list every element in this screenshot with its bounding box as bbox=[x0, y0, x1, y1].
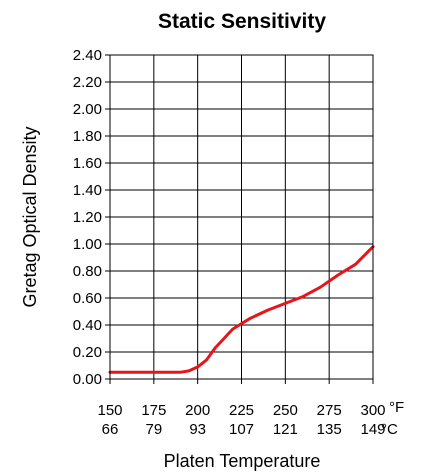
y-tick-label: 1.60 bbox=[73, 155, 102, 172]
x-tick-label-c: 149 bbox=[360, 421, 385, 438]
x-tick-label-f: 300 bbox=[360, 402, 385, 419]
y-tick-label: 0.00 bbox=[73, 371, 102, 388]
y-tick-labels: 0.00 0.20 0.40 0.60 0.80 1.00 1.20 1.40 1.60 1.80… bbox=[73, 47, 102, 388]
x-unit-f: °F bbox=[389, 399, 404, 416]
x-tick-label-c: 66 bbox=[102, 421, 119, 438]
x-tick-label-c: 121 bbox=[273, 421, 298, 438]
x-tick-label-c: 93 bbox=[189, 421, 206, 438]
chart-title: Static Sensitivity bbox=[158, 10, 326, 33]
series-layer bbox=[108, 245, 375, 374]
x-tick-label-f: 175 bbox=[141, 402, 166, 419]
y-tick-label: 1.00 bbox=[73, 236, 102, 253]
x-tick-label-f: 150 bbox=[97, 402, 122, 419]
y-tick-label: 2.40 bbox=[73, 47, 102, 64]
y-tick-label: 0.20 bbox=[73, 344, 102, 361]
y-tick-label: 2.20 bbox=[73, 74, 102, 91]
x-tick-label-c: 107 bbox=[229, 421, 254, 438]
y-tick-label: 2.00 bbox=[73, 101, 102, 118]
x-tick-label-c: 135 bbox=[317, 421, 342, 438]
y-axis-label: Gretag Optical Density bbox=[20, 126, 40, 307]
y-tick-label: 1.80 bbox=[73, 128, 102, 145]
x-tick-label-f: 200 bbox=[185, 402, 210, 419]
y-tick-label: 1.40 bbox=[73, 182, 102, 199]
x-tick-label-f: 225 bbox=[229, 402, 254, 419]
x-tick-label-f: 275 bbox=[317, 402, 342, 419]
y-tick-label: 0.40 bbox=[73, 317, 102, 334]
x-tick-labels: 150 66 175 79 200 93 225 107 250 121 275 135 300 149°… bbox=[97, 399, 404, 438]
x-tick-label-f: 250 bbox=[273, 402, 298, 419]
y-tick-label: 0.60 bbox=[73, 290, 102, 307]
series-line bbox=[108, 245, 375, 374]
plot-area bbox=[109, 54, 374, 380]
y-tick-label: 0.80 bbox=[73, 263, 102, 280]
x-axis-label: Platen Temperature bbox=[164, 451, 321, 471]
y-tick-label: 1.20 bbox=[73, 209, 102, 226]
grid bbox=[105, 54, 374, 384]
x-tick-label-c: 79 bbox=[145, 421, 162, 438]
x-unit-c: °C bbox=[381, 421, 398, 438]
